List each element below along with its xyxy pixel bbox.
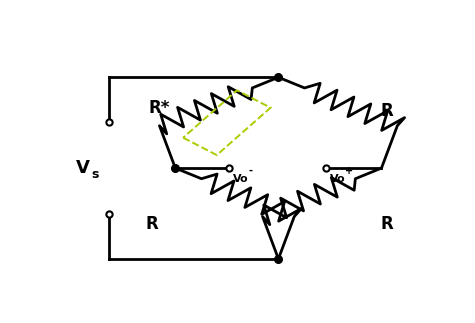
- Text: R: R: [380, 102, 393, 120]
- Bar: [183, 90, 271, 155]
- Text: -: -: [248, 166, 252, 176]
- Text: R: R: [380, 215, 393, 233]
- Text: s: s: [92, 168, 99, 181]
- Text: R: R: [145, 215, 158, 233]
- Text: V: V: [76, 159, 90, 177]
- Text: +: +: [345, 166, 353, 176]
- Text: R*: R*: [148, 99, 170, 117]
- Text: Vo: Vo: [233, 174, 249, 184]
- Text: Vo: Vo: [330, 174, 346, 184]
